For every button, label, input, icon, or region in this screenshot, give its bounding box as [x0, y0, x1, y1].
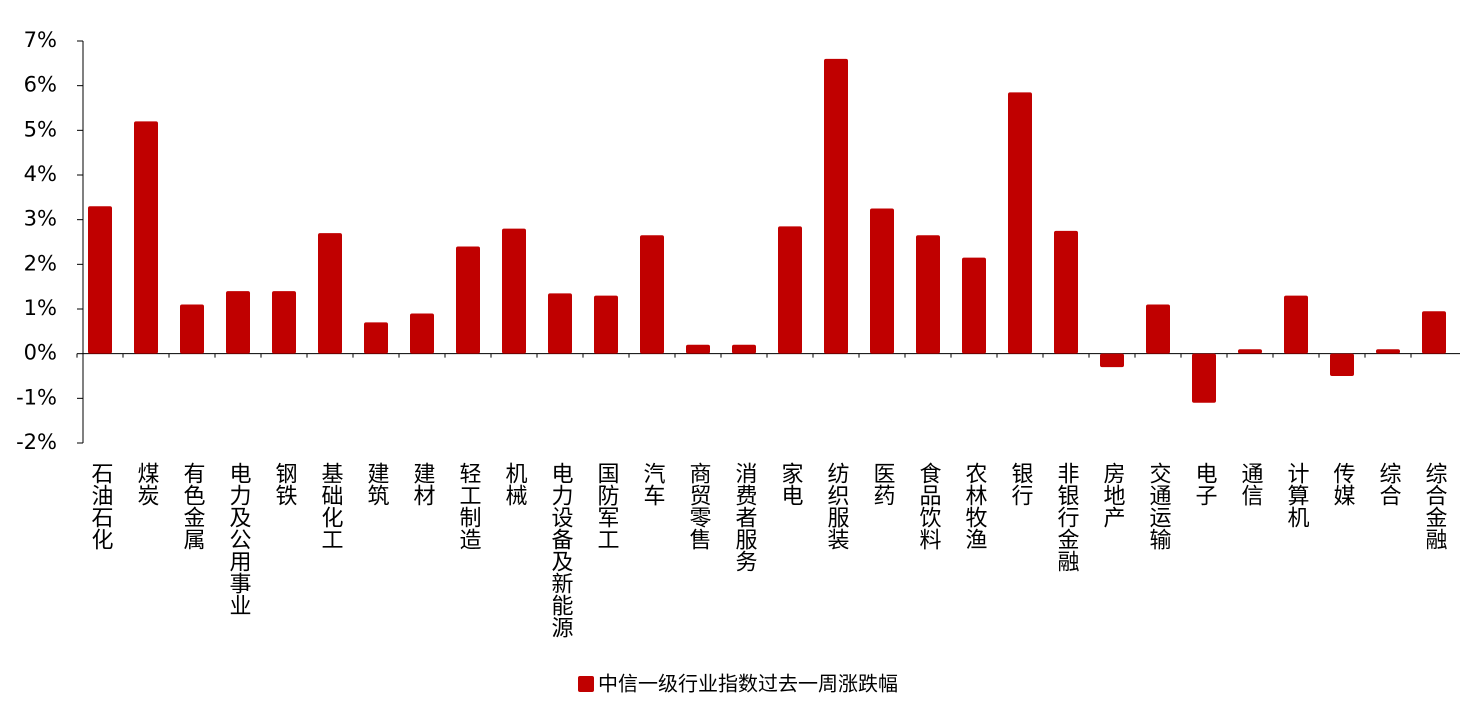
bar: [272, 291, 296, 354]
x-tick-label: 非银行金融: [1054, 462, 1080, 572]
bar: [1146, 304, 1170, 354]
x-tick-label: 钢铁: [272, 462, 298, 506]
legend-label: 中信一级行业指数过去一周涨跌幅: [598, 672, 898, 696]
bar: [1376, 349, 1400, 354]
bar: [732, 344, 756, 354]
bar: [502, 228, 526, 354]
bar: [916, 235, 940, 354]
bar: [1284, 295, 1308, 354]
bar: [962, 257, 986, 354]
bar: [594, 295, 618, 354]
y-tick-label: 7%: [24, 28, 57, 52]
x-tick-label: 银行: [1008, 462, 1034, 506]
bar: [318, 233, 342, 354]
x-tick-label: 基础化工: [318, 462, 344, 550]
bar: [640, 235, 664, 354]
bar: [1238, 349, 1262, 354]
bar: [548, 293, 572, 354]
bar: [134, 121, 158, 354]
x-tick-label: 消费者服务: [732, 462, 758, 572]
y-tick-label: 6%: [24, 73, 57, 97]
x-tick-label: 传媒: [1330, 462, 1356, 506]
bar: [1100, 353, 1124, 368]
x-tick-label: 电子: [1192, 462, 1217, 506]
x-tick-label: 汽车: [640, 462, 666, 506]
bar: [180, 304, 204, 354]
y-tick-label: -2%: [16, 430, 57, 454]
x-tick-label: 商贸零售: [686, 462, 712, 550]
x-tick-label: 纺织服装: [824, 462, 850, 550]
x-tick-label: 轻工制造: [456, 462, 482, 550]
x-tick-label: 综合: [1376, 462, 1402, 506]
x-tick-label: 家电: [778, 462, 803, 506]
y-tick-label: 0%: [24, 341, 57, 365]
x-tick-label: 国防军工: [594, 462, 619, 550]
x-tick-label: 机械: [502, 462, 528, 506]
y-tick-label: -1%: [16, 385, 57, 409]
x-tick-label: 煤炭: [134, 462, 160, 506]
bar: [686, 344, 710, 354]
bar: [870, 208, 894, 354]
bar: [778, 226, 802, 354]
x-tick-label: 计算机: [1284, 462, 1310, 528]
y-tick-label: 5%: [24, 117, 57, 141]
x-tick-label: 农林牧渔: [962, 462, 988, 550]
x-tick-label: 通信: [1238, 462, 1264, 506]
bar: [1192, 353, 1216, 403]
x-tick-label: 综合金融: [1422, 462, 1448, 550]
x-tick-label: 电力设备及新能源: [548, 462, 574, 638]
bar: [364, 322, 388, 354]
bar: [410, 313, 434, 354]
x-tick-label: 建筑: [364, 462, 390, 506]
x-tick-label: 有色金属: [180, 462, 206, 550]
bar: [88, 206, 112, 354]
bar: [824, 58, 848, 354]
bar: [226, 291, 250, 354]
y-tick-label: 1%: [24, 296, 57, 320]
x-tick-label: 建材: [410, 462, 436, 506]
legend-swatch: [578, 676, 594, 692]
bar: [1330, 353, 1354, 376]
x-tick-label: 交通运输: [1146, 462, 1172, 550]
y-tick-label: 4%: [24, 162, 57, 186]
x-tick-label: 石油石化: [88, 462, 114, 550]
y-tick-label: 2%: [24, 251, 57, 275]
x-tick-label: 食品饮料: [916, 462, 942, 550]
bar: [1008, 92, 1032, 354]
bar: [1054, 230, 1078, 354]
x-tick-label: 电力及公用事业: [226, 462, 252, 616]
bar: [1422, 311, 1446, 354]
x-tick-label: 房地产: [1100, 462, 1126, 528]
bar: [456, 246, 480, 354]
y-tick-label: 3%: [24, 207, 57, 231]
x-tick-label: 医药: [870, 462, 895, 506]
